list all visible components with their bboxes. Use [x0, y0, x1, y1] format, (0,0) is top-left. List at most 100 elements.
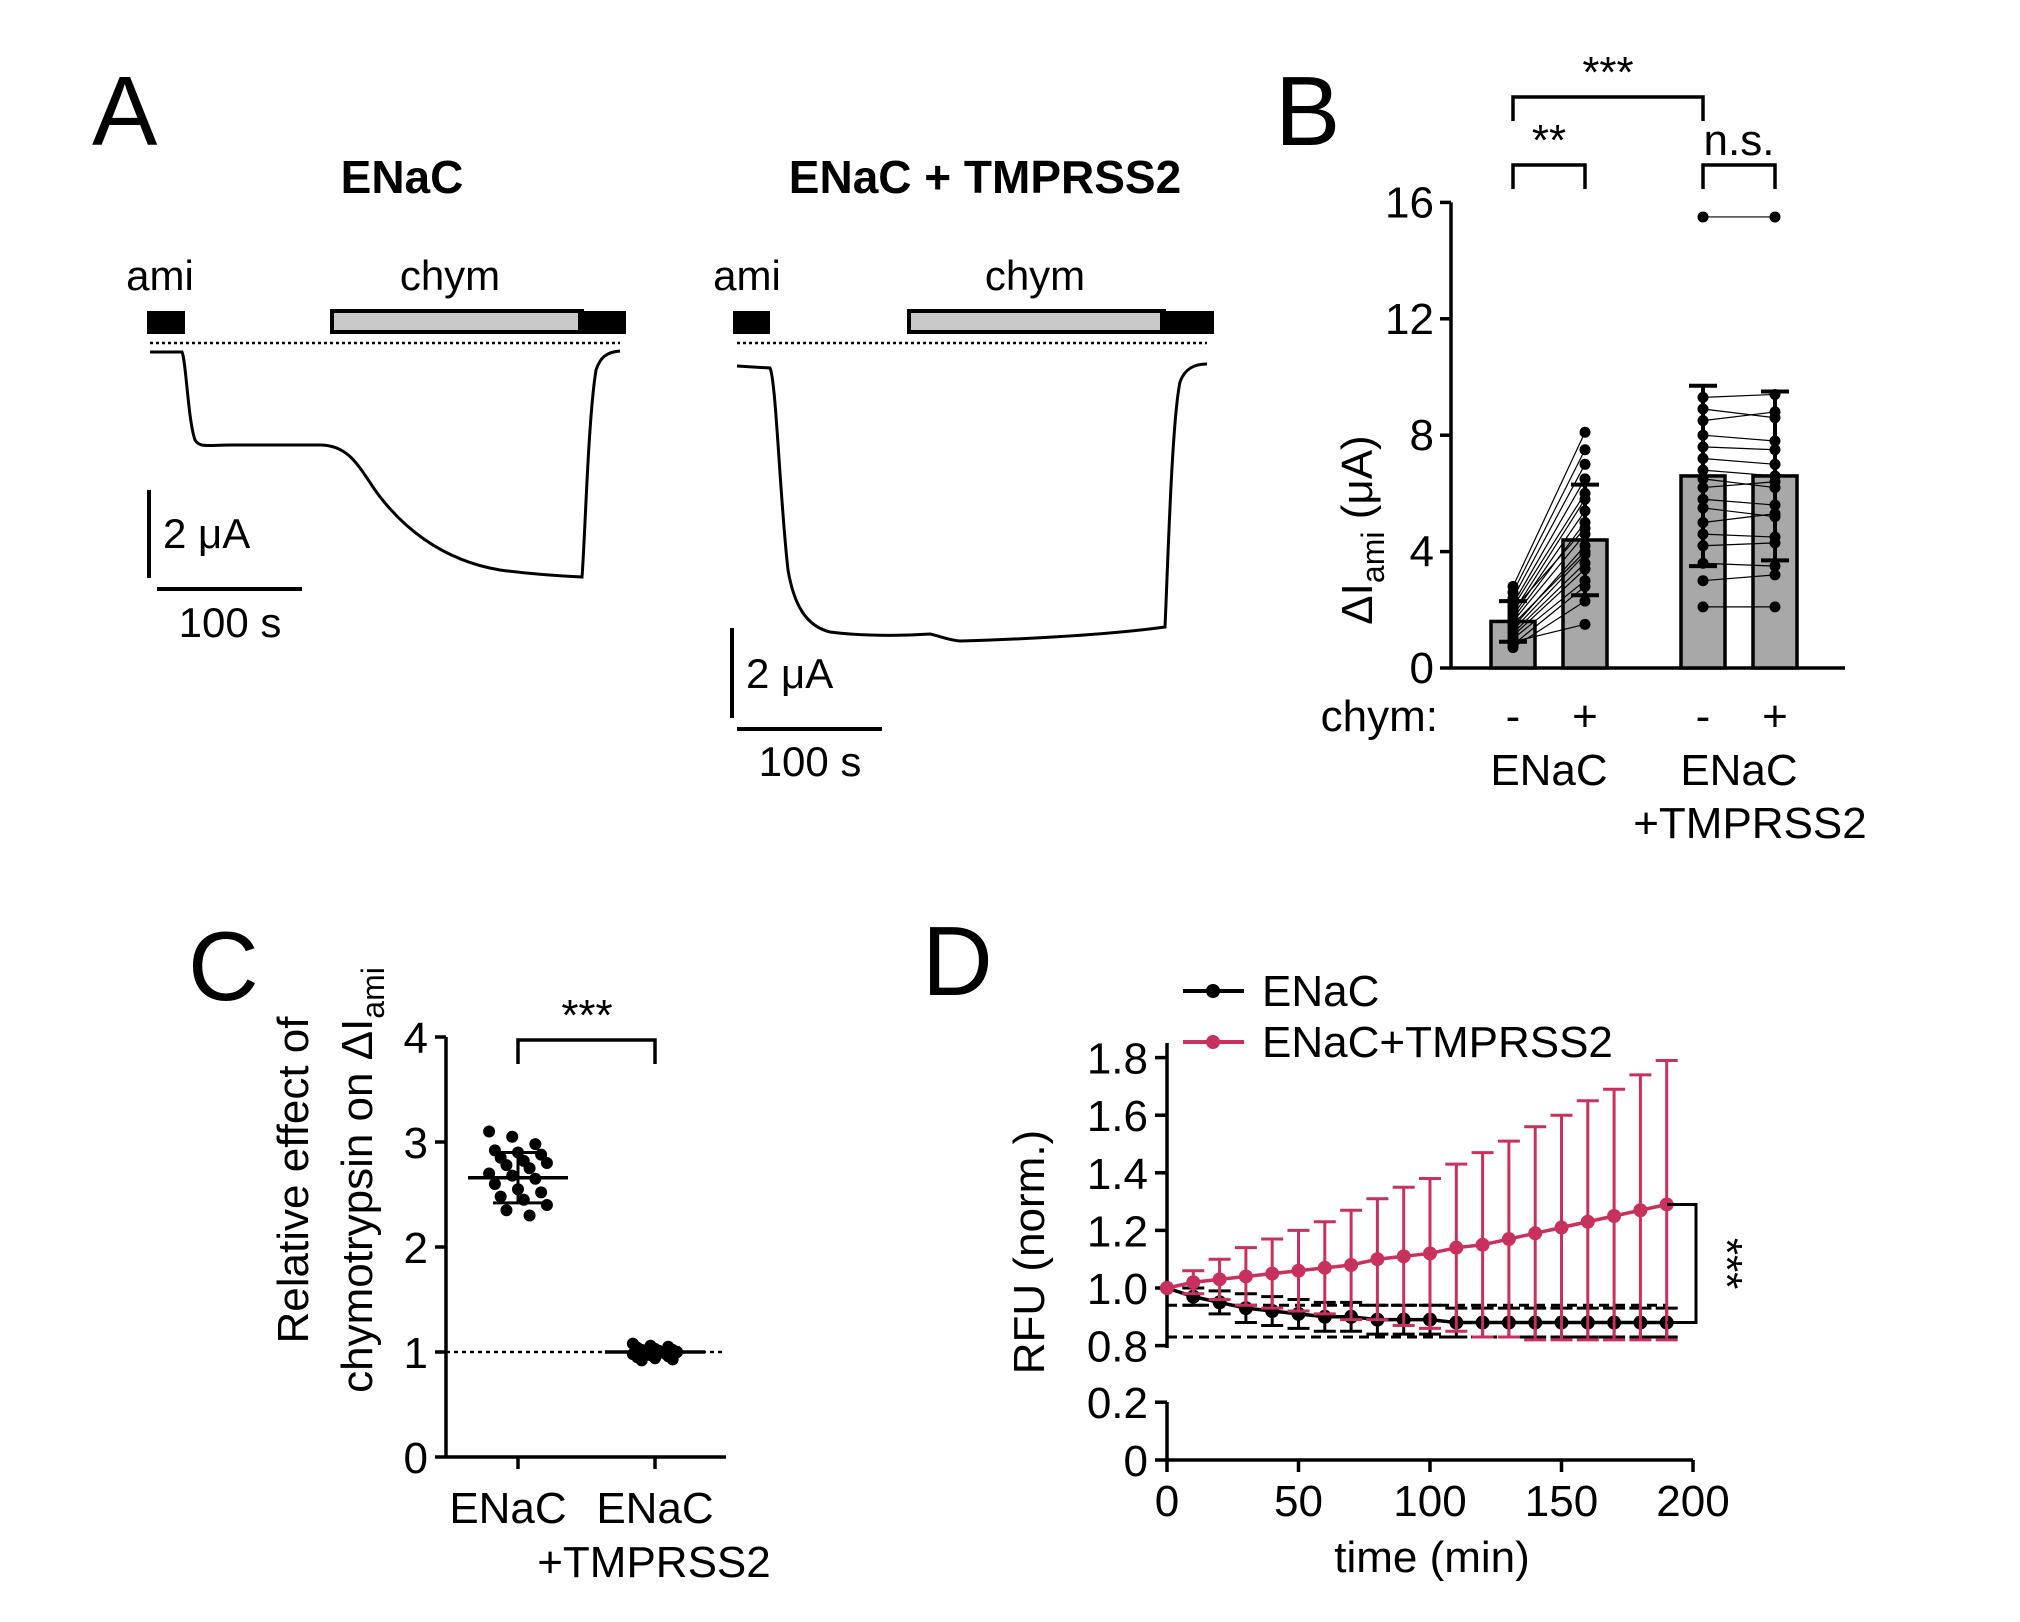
panel-b-row-label: chym:: [1321, 692, 1438, 741]
panel-b-point: [1769, 569, 1781, 581]
panel-c-point: [494, 1190, 507, 1203]
panel-b-pair-line: [1512, 551, 1586, 625]
panel-d-legend-label: ENaC+TMPRSS2: [1262, 1018, 1613, 1067]
panel-c-ylabel-line1: Relative effect of: [269, 1016, 318, 1344]
panel-b-group-label: +TMPRSS2: [1633, 799, 1867, 848]
trace-enac-chym-bar: [330, 309, 584, 334]
panel-b-pair-line: [1702, 533, 1776, 538]
panel-b-pair-line: [1512, 478, 1586, 605]
panel-c-point: [535, 1186, 548, 1199]
panel-b-pair-line: [1702, 481, 1776, 489]
panel-b-point: [1697, 211, 1709, 223]
panel-b-pair-line: [1512, 449, 1586, 593]
panel-d-series-tmprss2-point: [1370, 1252, 1385, 1267]
panel-c-significance-bracket: [516, 1038, 657, 1064]
panel-c-y-tick-label: 4: [404, 1014, 428, 1063]
trace-enac-scale-current: 2 μA: [163, 510, 250, 557]
panel-d-x-tick-label: 0: [1155, 1477, 1179, 1526]
panel-b-pair-line: [1512, 545, 1586, 628]
panel-d-series-tmprss2-point: [1449, 1240, 1464, 1255]
trace-tmprss2-chym-label: chym: [985, 252, 1085, 299]
trace-tmprss2-chym-bar: [907, 309, 1166, 334]
panel-b-pair-line: [1702, 457, 1776, 465]
panel-c-point: [500, 1159, 513, 1172]
trace-enac-scale-time: 100 s: [179, 599, 282, 646]
panel-d-y-tick-label: 0.8: [1087, 1323, 1148, 1372]
panel-a-letter: A: [92, 56, 158, 166]
panel-d-ylabel: RFU (norm.): [1005, 1130, 1054, 1374]
panel-a: A ENaC ami chym 2 μA 100 s ENaC + TMPRSS…: [92, 56, 1214, 785]
trace-enac-ami-bar-2: [578, 311, 626, 334]
panel-c-point: [500, 1204, 513, 1217]
panel-b-point: [1769, 601, 1781, 613]
panel-d-series-tmprss2-point: [1186, 1275, 1201, 1290]
panel-b-pair-line: [1702, 411, 1776, 422]
panel-d-series-tmprss2-point: [1580, 1214, 1595, 1229]
trace-tmprss2-ami-bar-2: [1160, 311, 1214, 334]
panel-b-point: [1697, 575, 1709, 587]
panel-b-point: [1769, 211, 1781, 223]
panel-b-y-tick-label: 0: [1410, 644, 1434, 693]
panel-b-pair-line: [1512, 527, 1586, 611]
panel-b-category-label: +: [1762, 692, 1788, 741]
panel-c-point: [540, 1199, 553, 1211]
panel-b-group-label: ENaC: [1680, 746, 1797, 795]
panel-b-pair-line: [1512, 623, 1586, 643]
trace-tmprss2-ami-label: ami: [713, 252, 781, 299]
panel-d-y-tick-label: 1.4: [1087, 1150, 1148, 1199]
panel-d-y-tick-label: 1.0: [1087, 1265, 1148, 1314]
panel-b-point: [1697, 601, 1709, 613]
panel-b-pair-line: [1512, 568, 1586, 637]
panel-b-pair-line: [1702, 574, 1776, 582]
panel-c-category-label: +TMPRSS2: [537, 1538, 771, 1587]
trace-enac: ENaC ami chym 2 μA 100 s: [126, 151, 626, 646]
panel-d-significance-label: ***: [1702, 1238, 1751, 1289]
trace-tmprss2-scale-current: 2 μA: [746, 650, 833, 697]
panel-b-pair-line: [1702, 498, 1776, 506]
panel-b-group-label: ENaC: [1490, 746, 1607, 795]
panel-b-pair-line: [1512, 432, 1586, 587]
panel-c-point: [540, 1157, 553, 1169]
panel-b-ylabel: ΔIami (μA): [1333, 435, 1391, 624]
trace-enac-tmprss2: ENaC + TMPRSS2 ami chym 2 μA 100 s: [713, 151, 1214, 785]
panel-b-significance-enac-bracket: [1511, 163, 1587, 189]
panel-d-xlabel: time (min): [1334, 1533, 1530, 1582]
panel-b-point: [1579, 595, 1591, 607]
panel-b-point: [1579, 444, 1591, 456]
panel-d-series-tmprss2-point: [1607, 1209, 1622, 1223]
panel-c-point: [523, 1162, 536, 1175]
panel-b-pair-line: [1702, 393, 1776, 398]
panel-b-category-label: -: [1696, 692, 1711, 741]
panel-d-series-tmprss2-point: [1344, 1257, 1359, 1272]
panel-c-y-tick-label: 0: [404, 1434, 428, 1483]
panel-b-pair-line: [1512, 498, 1586, 614]
panel-c-point: [488, 1178, 501, 1190]
panel-b-pair-line: [1702, 434, 1776, 442]
trace-tmprss2-scale-time: 100 s: [759, 738, 862, 785]
panel-d-y-tick-label: 0.2: [1087, 1379, 1148, 1428]
panel-b-pair-line: [1512, 510, 1586, 616]
panel-b-point: [1579, 458, 1591, 470]
panel-c-point: [529, 1138, 542, 1151]
panel-c-point: [506, 1169, 519, 1182]
panel-d-letter: D: [922, 906, 993, 1016]
panel-c-significance-label: ***: [561, 991, 612, 1040]
panel-b-pair-line: [1702, 478, 1776, 489]
panel-b-category-label: +: [1572, 692, 1598, 741]
panel-b-significance-tmprss2-bracket: [1701, 163, 1777, 189]
panel-b-point: [1579, 473, 1591, 485]
trace-enac-chym-label: chym: [400, 252, 500, 299]
panel-b-pair-line: [1512, 533, 1586, 622]
panel-d-series-tmprss2-point: [1317, 1260, 1332, 1275]
panel-d-series-tmprss2-point: [1423, 1246, 1437, 1261]
panel-d-series-tmprss2-point: [1633, 1203, 1648, 1218]
panel-b-category-label: -: [1506, 692, 1521, 741]
trace-enac-current: [150, 349, 621, 579]
panel-b-bar: [1679, 474, 1727, 670]
trace-enac-title: ENaC: [341, 151, 464, 203]
panel-c-chart: 0 1 2 3 4 ENaC ENaC +TMPRSS2 ***: [404, 991, 771, 1587]
panel-d-series-tmprss2-point: [1528, 1226, 1543, 1241]
